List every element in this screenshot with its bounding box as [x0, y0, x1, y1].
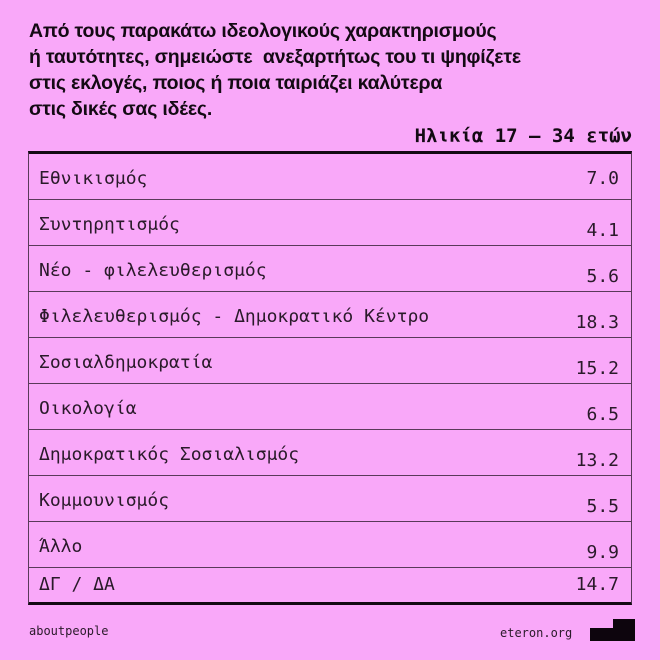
table-row: Κομμουνισμός 5.5 [29, 476, 631, 522]
table-row: Δημοκρατικός Σοσιαλισμός 13.2 [29, 430, 631, 476]
table-row: Οικολογία 6.5 [29, 384, 631, 430]
row-label: Άλλο [39, 536, 83, 557]
row-label: Νέο - φιλελευθερισμός [39, 260, 267, 281]
row-value: 5.5 [586, 496, 619, 517]
row-value: 5.6 [586, 266, 619, 287]
row-label: Σοσιαλδημοκρατία [39, 352, 213, 373]
table-row: Εθνικισμός 7.0 [29, 154, 631, 200]
row-value: 13.2 [575, 450, 619, 471]
row-label: Εθνικισμός [39, 168, 148, 189]
row-label: Κομμουνισμός [39, 490, 170, 511]
row-value: 14.7 [575, 574, 619, 595]
aboutpeople-credit: aboutpeople [29, 624, 109, 638]
row-value: 6.5 [586, 404, 619, 425]
results-table: Εθνικισμός 7.0 Συντηρητισμός 4.1 Νέο - φιλ… [28, 151, 632, 605]
row-label: Οικολογία [39, 398, 137, 419]
table-row: Νέο - φιλελευθερισμός 5.6 [29, 246, 631, 292]
row-label: Δημοκρατικός Σοσιαλισμός [39, 444, 300, 465]
row-value: 15.2 [575, 358, 619, 379]
table-row: Σοσιαλδημοκρατία 15.2 [29, 338, 631, 384]
row-value: 7.0 [586, 168, 619, 189]
row-label: Συντηρητισμός [39, 214, 180, 235]
row-label: ΔΓ / ΔΑ [39, 574, 115, 595]
row-value: 9.9 [586, 542, 619, 563]
table-row: ΔΓ / ΔΑ 14.7 [29, 568, 631, 602]
table-row: Φιλελευθερισμός - Δημοκρατικό Κέντρο 18.3 [29, 292, 631, 338]
row-value: 4.1 [586, 220, 619, 241]
eteron-link[interactable]: eteron.org [500, 626, 573, 640]
table-row: Άλλο 9.9 [29, 522, 631, 568]
question-title: Από τους παρακάτω ιδεολογικούς χαρακτηρι… [29, 20, 521, 120]
age-group-subtitle: Ηλικία 17 – 34 ετών [414, 125, 632, 147]
row-value: 18.3 [575, 312, 619, 333]
row-label: Φιλελευθερισμός - Δημοκρατικό Κέντρο [39, 306, 430, 327]
table-row: Συντηρητισμός 4.1 [29, 200, 631, 246]
eteron-logo-icon [590, 619, 635, 641]
